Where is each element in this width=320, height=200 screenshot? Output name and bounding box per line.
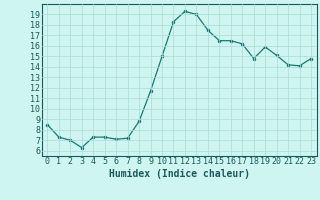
X-axis label: Humidex (Indice chaleur): Humidex (Indice chaleur) — [109, 169, 250, 179]
